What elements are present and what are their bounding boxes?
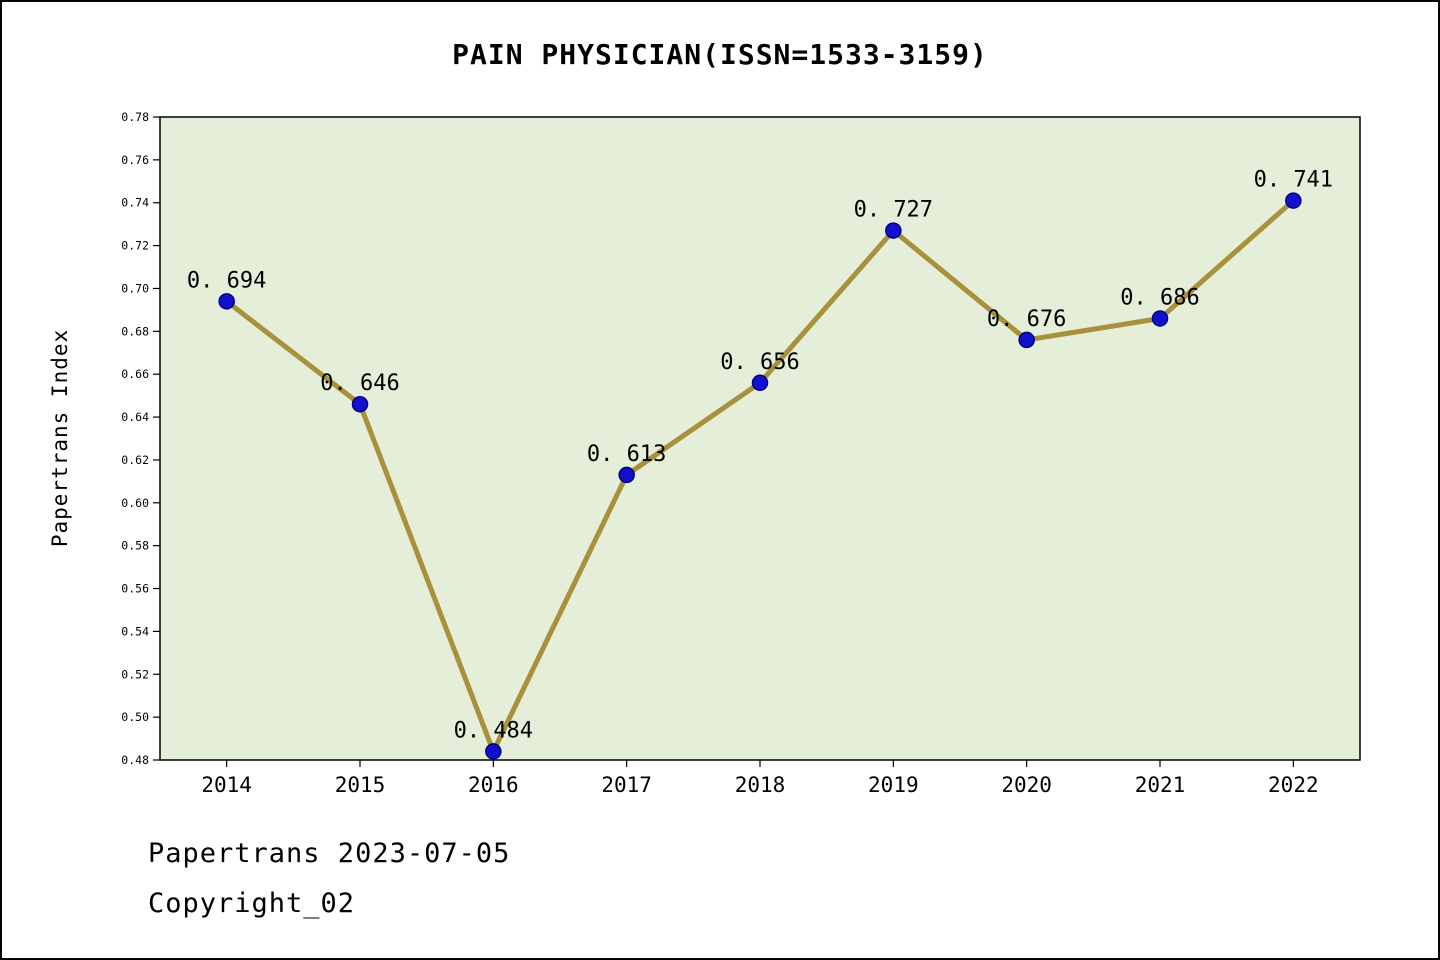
y-tick-label: 0.64 (121, 410, 149, 424)
x-tick-label: 2016 (468, 773, 519, 797)
y-tick-label: 0.54 (121, 624, 149, 638)
data-point-label: 0. 727 (854, 198, 933, 223)
y-tick-label: 0.68 (121, 324, 149, 338)
y-tick-label: 0.76 (121, 153, 149, 167)
x-tick-label: 2021 (1135, 773, 1186, 797)
data-point-label: 0. 686 (1120, 285, 1199, 310)
y-tick-label: 0.74 (121, 196, 149, 210)
x-tick-label: 2019 (868, 773, 919, 797)
footer-date: Papertrans 2023-07-05 (148, 838, 511, 869)
plot-area (159, 116, 1361, 761)
data-point-label: 0. 676 (987, 307, 1066, 332)
x-tick-label: 2017 (601, 773, 652, 797)
data-point (751, 374, 769, 392)
footer-copyright: Copyright_02 (148, 888, 356, 919)
x-tick-label: 2020 (1001, 773, 1052, 797)
data-point (351, 395, 369, 413)
x-tick-label: 2014 (201, 773, 252, 797)
y-tick-label: 0.62 (121, 453, 149, 467)
y-tick-label: 0.72 (121, 239, 149, 253)
y-tick-label: 0.48 (121, 753, 149, 767)
data-point-label: 0. 613 (587, 442, 666, 467)
x-tick-label: 2022 (1268, 773, 1319, 797)
data-point (1151, 310, 1169, 327)
data-point-label: 0. 694 (187, 268, 266, 293)
data-point (218, 293, 235, 310)
x-tick-label: 2018 (735, 773, 786, 797)
data-point-label: 0. 484 (454, 718, 533, 743)
data-point-label: 0. 656 (720, 350, 799, 375)
data-point (618, 466, 635, 484)
y-tick-label: 0.66 (121, 367, 149, 381)
data-point (1018, 331, 1035, 349)
y-tick-label: 0.52 (121, 667, 149, 681)
data-point-label: 0. 646 (320, 371, 399, 396)
x-tick-label: 2015 (335, 773, 386, 797)
data-point (485, 743, 502, 760)
y-tick-label: 0.58 (121, 539, 149, 553)
data-point-label: 0. 741 (1254, 168, 1333, 193)
y-tick-label: 0.60 (121, 496, 149, 510)
y-tick-label: 0.56 (121, 582, 149, 596)
data-point (1285, 192, 1302, 209)
data-point (885, 222, 902, 239)
y-tick-label: 0.50 (121, 710, 149, 724)
y-tick-label: 0.78 (121, 110, 149, 124)
chart-title: PAIN PHYSICIAN(ISSN=1533-3159) (452, 38, 988, 71)
y-tick-label: 0.70 (121, 281, 149, 295)
